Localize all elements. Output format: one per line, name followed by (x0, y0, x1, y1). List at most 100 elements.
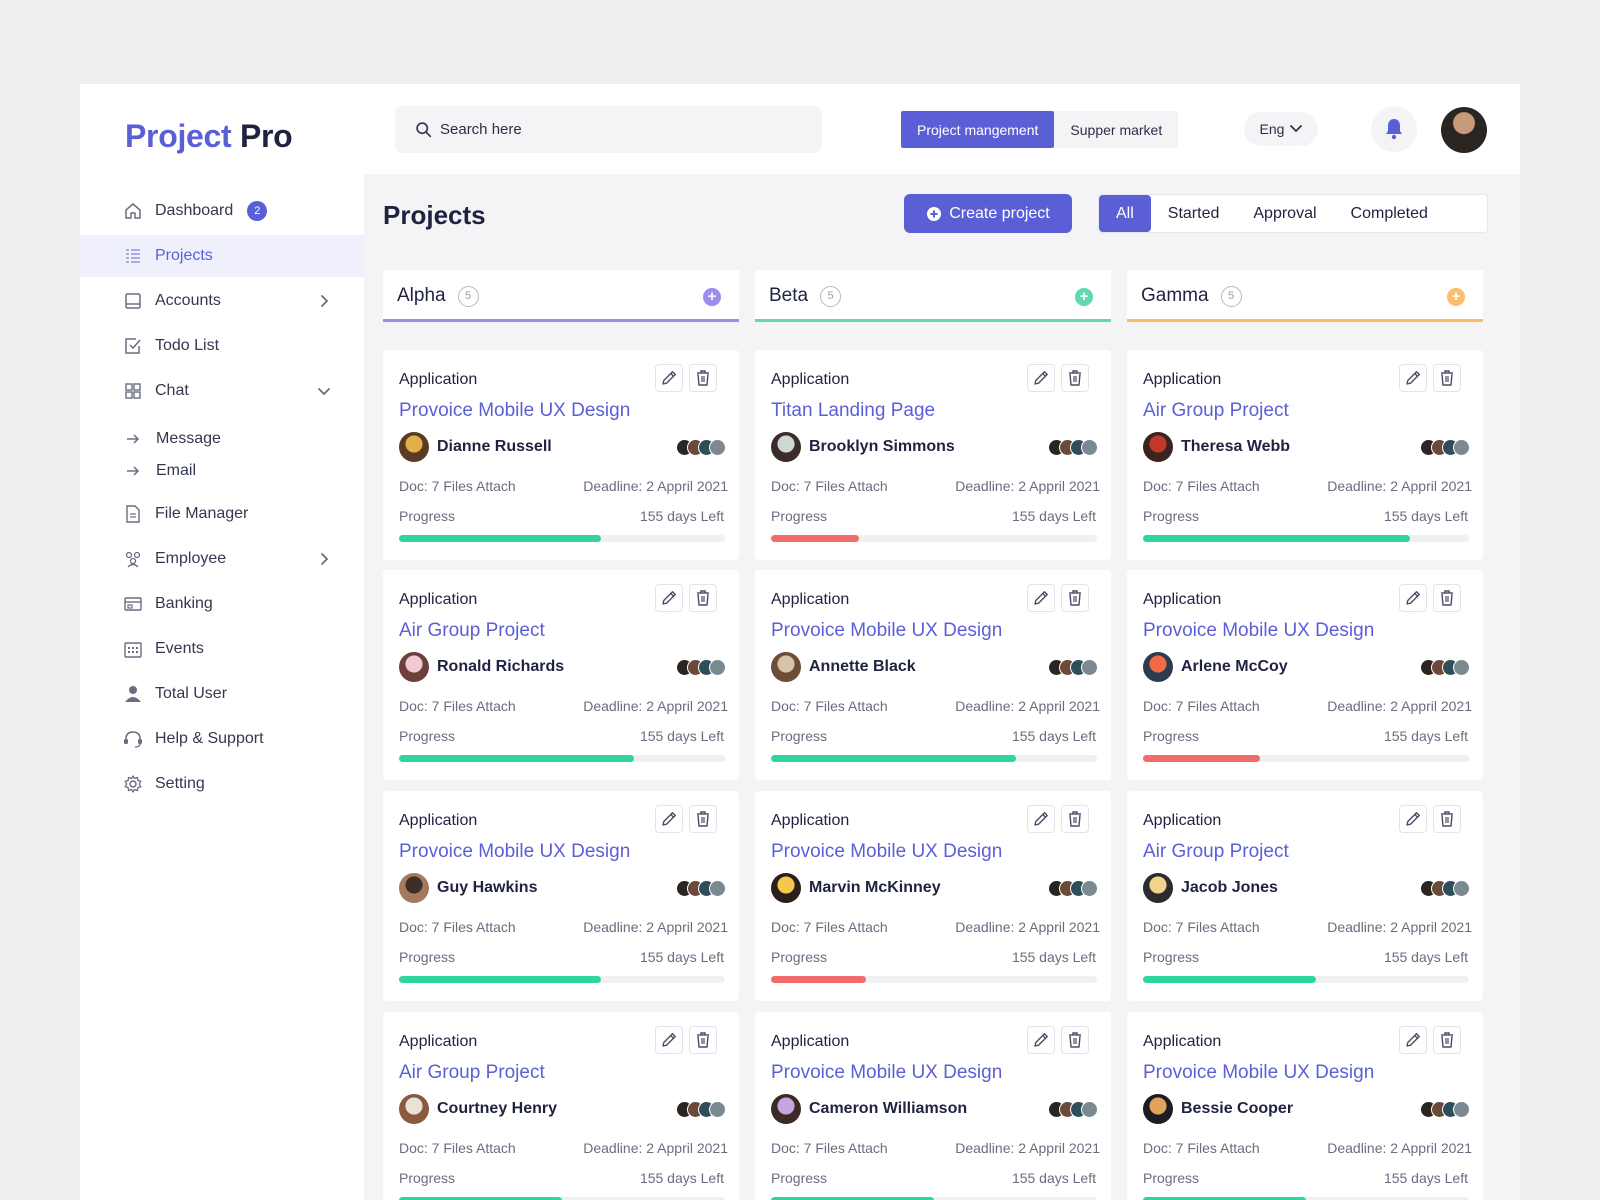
progress-bar-fill (1143, 755, 1261, 762)
team-avatars[interactable] (1048, 1101, 1098, 1118)
progress-bar (1143, 755, 1469, 762)
delete-button[interactable] (689, 584, 717, 612)
card-title[interactable]: Provoice Mobile UX Design (399, 400, 631, 421)
sidebar-item-message[interactable]: Message (80, 425, 221, 453)
tab-project-management[interactable]: Project mangement (901, 111, 1055, 148)
team-avatars[interactable] (1048, 880, 1098, 897)
edit-button[interactable] (655, 364, 683, 392)
user-avatar[interactable] (1441, 107, 1487, 153)
project-card[interactable]: Application Air Group Project Jacob Jones D… (1127, 791, 1483, 1001)
delete-button[interactable] (1061, 584, 1089, 612)
assignee-name: Cameron Williamson (809, 1100, 968, 1117)
team-avatars[interactable] (676, 880, 726, 897)
progress-bar-fill (399, 976, 602, 983)
search-box[interactable] (395, 106, 822, 153)
delete-button[interactable] (1061, 364, 1089, 392)
delete-button[interactable] (689, 1026, 717, 1054)
project-card[interactable]: Application Air Group Project Courtney Hen… (383, 1012, 739, 1200)
sidebar-item-chat[interactable]: Chat (80, 370, 364, 412)
project-card[interactable]: Application Provoice Mobile UX Design Bess… (1127, 1012, 1483, 1200)
card-title[interactable]: Air Group Project (399, 620, 545, 641)
edit-button[interactable] (1027, 584, 1055, 612)
sidebar-item-accounts[interactable]: Accounts (80, 280, 364, 322)
filter-all[interactable]: All (1099, 195, 1151, 232)
team-avatars[interactable] (676, 439, 726, 456)
add-card-button[interactable]: + (703, 288, 721, 306)
delete-button[interactable] (1433, 364, 1461, 392)
sidebar-item-file-manager[interactable]: File Manager (80, 493, 364, 535)
edit-button[interactable] (655, 805, 683, 833)
sidebar-item-todo-list[interactable]: Todo List (80, 325, 364, 367)
card-category: Application (399, 591, 478, 608)
card-title[interactable]: Air Group Project (1143, 841, 1289, 862)
add-card-button[interactable]: + (1447, 288, 1465, 306)
card-title[interactable]: Provoice Mobile UX Design (1143, 1062, 1375, 1083)
project-card[interactable]: Application Air Group Project Ronald Richa… (383, 570, 739, 780)
sidebar-item-employee[interactable]: Employee (80, 538, 364, 580)
team-avatars[interactable] (1420, 880, 1470, 897)
add-card-button[interactable]: + (1075, 288, 1093, 306)
project-card[interactable]: Application Provoice Mobile UX Design Guy … (383, 791, 739, 1001)
edit-button[interactable] (655, 1026, 683, 1054)
filter-completed[interactable]: Completed (1350, 204, 1428, 222)
sidebar-item-setting[interactable]: Setting (80, 763, 364, 805)
card-title[interactable]: Provoice Mobile UX Design (771, 1062, 1003, 1083)
create-project-button[interactable]: Create project (904, 194, 1072, 233)
project-card[interactable]: Application Provoice Mobile UX Design Marv… (755, 791, 1111, 1001)
project-card[interactable]: Application Provoice Mobile UX Design Dian… (383, 350, 739, 560)
progress-bar-fill (771, 1197, 934, 1200)
edit-button[interactable] (655, 584, 683, 612)
project-card[interactable]: Application Provoice Mobile UX Design Arle… (1127, 570, 1483, 780)
delete-button[interactable] (1433, 805, 1461, 833)
sidebar-item-banking[interactable]: Banking (80, 583, 364, 625)
sidebar-item-dashboard[interactable]: Dashboard 2 (80, 190, 364, 232)
project-card[interactable]: Application Provoice Mobile UX Design Anne… (755, 570, 1111, 780)
team-avatars[interactable] (1048, 439, 1098, 456)
sidebar-item-email[interactable]: Email (80, 457, 196, 485)
card-title[interactable]: Provoice Mobile UX Design (771, 620, 1003, 641)
card-title[interactable]: Provoice Mobile UX Design (399, 841, 631, 862)
assignee-avatar (771, 1094, 801, 1124)
delete-button[interactable] (689, 805, 717, 833)
card-deadline: Deadline: 2 Appril 2021 (1327, 698, 1472, 714)
team-avatars[interactable] (676, 659, 726, 676)
edit-button[interactable] (1027, 364, 1055, 392)
card-title[interactable]: Titan Landing Page (771, 400, 936, 421)
team-avatars[interactable] (1420, 439, 1470, 456)
edit-button[interactable] (1027, 1026, 1055, 1054)
language-dropdown[interactable]: Eng (1244, 112, 1318, 146)
sidebar-item-events[interactable]: Events (80, 628, 364, 670)
card-title[interactable]: Air Group Project (399, 1062, 545, 1083)
team-avatars[interactable] (1420, 1101, 1470, 1118)
delete-button[interactable] (1061, 1026, 1089, 1054)
delete-button[interactable] (1061, 805, 1089, 833)
column-count: 5 (820, 285, 842, 307)
app-logo[interactable]: Project Pro (125, 118, 293, 155)
project-card[interactable]: Application Air Group Project Theresa Webb… (1127, 350, 1483, 560)
edit-button[interactable] (1399, 584, 1427, 612)
edit-button[interactable] (1399, 805, 1427, 833)
card-title[interactable]: Provoice Mobile UX Design (771, 841, 1003, 862)
delete-button[interactable] (689, 364, 717, 392)
edit-button[interactable] (1027, 805, 1055, 833)
sidebar-item-help-support[interactable]: Help & Support (80, 718, 364, 760)
team-avatars[interactable] (1048, 659, 1098, 676)
sidebar-item-total-user[interactable]: Total User (80, 673, 364, 715)
sidebar-item-projects[interactable]: Projects (80, 235, 364, 277)
team-avatars[interactable] (676, 1101, 726, 1118)
card-title[interactable]: Provoice Mobile UX Design (1143, 620, 1375, 641)
card-title[interactable]: Air Group Project (1143, 400, 1289, 421)
delete-button[interactable] (1433, 584, 1461, 612)
team-avatars[interactable] (1420, 659, 1470, 676)
filter-approval[interactable]: Approval (1253, 204, 1317, 222)
edit-button[interactable] (1399, 364, 1427, 392)
tab-supper-market[interactable]: Supper market (1054, 111, 1179, 148)
filter-started[interactable]: Started (1167, 204, 1220, 222)
project-card[interactable]: Application Titan Landing Page Brooklyn Si… (755, 350, 1111, 560)
delete-button[interactable] (1433, 1026, 1461, 1054)
edit-button[interactable] (1399, 1026, 1427, 1054)
search-input[interactable] (440, 121, 800, 138)
project-card[interactable]: Application Provoice Mobile UX Design Came… (755, 1012, 1111, 1200)
notifications-button[interactable] (1371, 106, 1417, 152)
pencil-icon (1404, 589, 1422, 607)
